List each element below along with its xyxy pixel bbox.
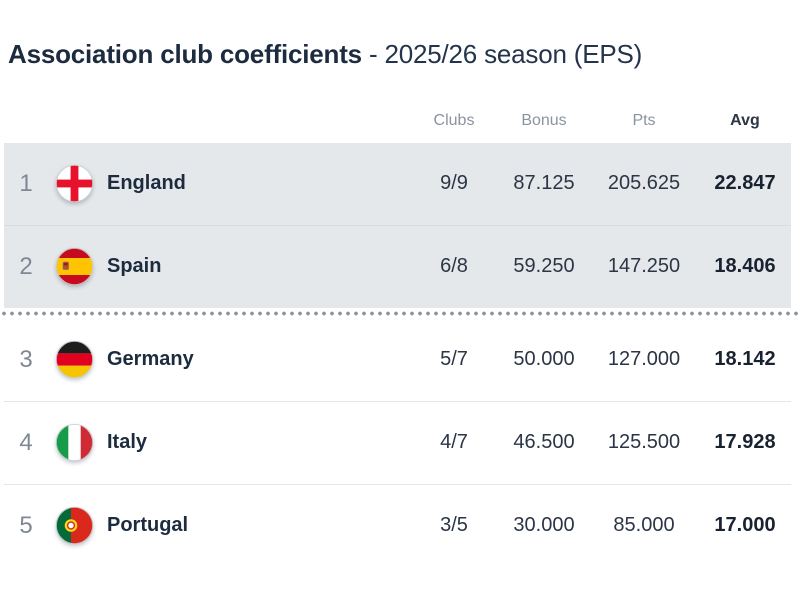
rank-number: 1 xyxy=(19,169,33,197)
page-title: Association club coefficients - 2025/26 … xyxy=(8,39,800,70)
avg-value: 22.847 xyxy=(714,172,776,195)
avg-value: 18.142 xyxy=(714,348,776,371)
country-name: England xyxy=(107,172,186,195)
portugal-flag-icon xyxy=(56,507,93,545)
avg-value: 17.928 xyxy=(714,431,776,454)
clubs-value: 5/7 xyxy=(440,348,468,371)
italy-flag-icon xyxy=(56,424,93,462)
country-name: Italy xyxy=(107,431,148,454)
qualification-cutoff-line xyxy=(0,310,800,316)
clubs-value: 4/7 xyxy=(440,431,468,454)
pts-value: 205.625 xyxy=(607,172,681,195)
bonus-value: 87.125 xyxy=(513,172,575,195)
country-name: Spain xyxy=(107,255,162,278)
table-row-germany[interactable]: 3 Germany 5/7 50.000 127.000 18.142 xyxy=(4,318,791,401)
country-name: Germany xyxy=(107,348,194,371)
column-header-pts: Pts xyxy=(632,111,656,129)
column-header-clubs: Clubs xyxy=(433,111,475,129)
spain-flag-icon xyxy=(56,248,93,286)
table-row-spain[interactable]: 2 Spain 6/8 59.250 147.250 18 xyxy=(4,224,791,308)
pts-value: 125.500 xyxy=(607,431,681,454)
rank-number: 4 xyxy=(19,428,33,456)
pts-value: 127.000 xyxy=(607,348,681,371)
column-header-avg: Avg xyxy=(730,111,760,129)
rank-number: 5 xyxy=(19,511,33,539)
avg-value: 18.406 xyxy=(714,255,776,278)
column-header-bonus: Bonus xyxy=(521,111,567,129)
rank-number: 2 xyxy=(19,252,33,280)
bonus-value: 59.250 xyxy=(513,255,575,278)
avg-value: 17.000 xyxy=(714,514,776,537)
table-header: Clubs Bonus Pts Avg xyxy=(4,110,791,130)
table-row-england[interactable]: 1 England 9/9 87.125 205.625 22.847 xyxy=(4,143,791,225)
rank-number: 3 xyxy=(19,345,33,373)
pts-value: 147.250 xyxy=(607,255,681,278)
england-flag-icon xyxy=(56,165,93,203)
clubs-value: 6/8 xyxy=(440,255,468,278)
bonus-value: 46.500 xyxy=(513,431,575,454)
pts-value: 85.000 xyxy=(613,514,675,537)
germany-flag-icon xyxy=(56,341,93,379)
bonus-value: 30.000 xyxy=(513,514,575,537)
country-name: Portugal xyxy=(107,514,189,537)
title-season: - 2025/26 season (EPS) xyxy=(368,39,643,69)
qualified-rows-block: 1 England 9/9 87.125 205.625 22.847 2 xyxy=(4,142,791,308)
bonus-value: 50.000 xyxy=(513,348,575,371)
title-main: Association club coefficients xyxy=(8,39,362,69)
clubs-value: 9/9 xyxy=(440,172,468,195)
table-row-italy[interactable]: 4 Italy 4/7 46.500 125.500 17.928 xyxy=(4,400,791,484)
association-coefficients-widget: Association club coefficients - 2025/26 … xyxy=(0,39,800,595)
table-row-portugal[interactable]: 5 Portugal 3/5 30.000 85.000 17.000 xyxy=(4,483,791,567)
clubs-value: 3/5 xyxy=(440,514,468,537)
